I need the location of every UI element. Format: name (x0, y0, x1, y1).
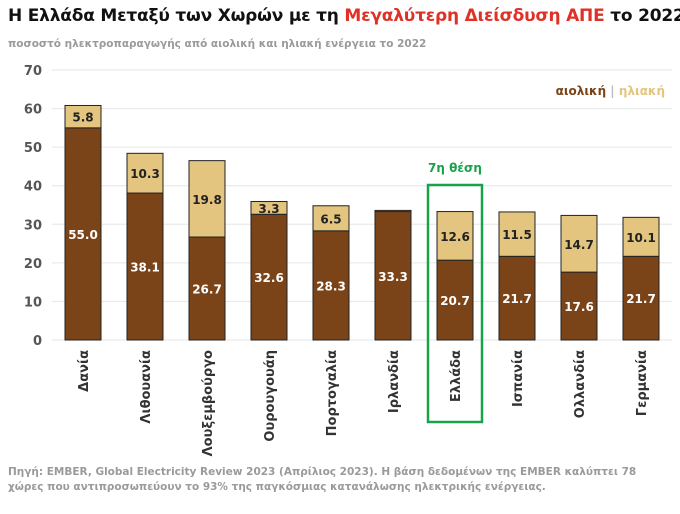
bar-solar (622, 216, 660, 257)
data-label-wind: 28.3 (316, 279, 346, 293)
legend-wind: αιολική (556, 84, 607, 98)
source-note: Πηγή: EMBER, Global Electricity Review 2… (8, 466, 637, 493)
data-label-solar: 19.8 (192, 193, 222, 207)
x-tick-label: Λουξεμβούργο (201, 350, 216, 456)
data-label-wind: 17.6 (564, 300, 594, 314)
data-label-solar: 6.5 (320, 212, 341, 226)
bar-solar (64, 104, 102, 129)
y-tick-label: 60 (24, 103, 42, 118)
data-label-solar: 5.8 (72, 111, 93, 125)
y-axis: 0 10 20 30 40 50 60 70 (24, 64, 42, 349)
bar-wind (436, 259, 474, 341)
bar-solar (250, 201, 288, 215)
bar-wind (498, 255, 536, 341)
title-part-1: Η Ελλάδα Μεταξύ των Χωρών με τη (8, 6, 345, 26)
bar-wind (560, 271, 598, 341)
bar-wind (64, 127, 102, 341)
data-label-solar: 14.7 (564, 238, 594, 252)
x-tick-label: Ισπανία (511, 350, 526, 407)
y-tick-label: 20 (24, 257, 42, 272)
chart-title: Η Ελλάδα Μεταξύ των Χωρών με τη Μεγαλύτε… (8, 6, 680, 26)
x-tick-label: Ελλάδα (449, 350, 464, 402)
y-tick-label: 30 (24, 218, 42, 233)
data-label-solar: 11.5 (502, 228, 532, 242)
bar-wind (188, 236, 226, 341)
bar-wind (250, 213, 288, 341)
highlight-box (426, 183, 484, 424)
x-tick-label: Πορτογαλία (325, 350, 340, 436)
data-label-wind: 32.6 (254, 271, 284, 285)
data-label-solar: 3.3 (258, 202, 279, 216)
data-label-wind: 20.7 (440, 294, 470, 308)
x-tick-label: Γερμανία (635, 350, 650, 416)
data-label-wind: 21.7 (502, 292, 532, 306)
legend-separator: | (606, 84, 619, 98)
data-label-wind: 21.7 (626, 292, 656, 306)
y-tick-label: 40 (24, 180, 42, 195)
bar-solar (188, 160, 226, 238)
bar-wind (622, 255, 660, 341)
x-tick-label: Δανία (77, 350, 92, 392)
bar-wind (126, 192, 164, 341)
y-tick-label: 10 (24, 295, 42, 310)
data-label-wind: 55.0 (68, 228, 98, 242)
title-highlight: Μεγαλύτερη Διείσδυση ΑΠΕ (344, 6, 605, 26)
bar-solar (374, 209, 412, 213)
bars: 55.0 5.8 38.1 10.3 26.7 19.8 32.6 3.3 28.3 6.5 33.… (64, 104, 660, 341)
title-part-2: το 2022 (604, 6, 680, 26)
bar-solar (126, 152, 164, 194)
x-tick-label: Λιθουανία (139, 350, 154, 424)
bar-solar (312, 205, 350, 232)
bar-solar (560, 214, 598, 273)
data-label-wind: 38.1 (130, 261, 160, 275)
x-tick-label: Ουρουγουάη (263, 350, 278, 442)
highlight-label: 7η θέση (428, 161, 482, 175)
chart-subtitle: ποσοστό ηλεκτροπαραγωγής από αιολική και… (8, 38, 427, 50)
x-tick-label: Ολλανδία (573, 350, 588, 418)
y-tick-label: 50 (24, 141, 42, 156)
data-label-wind: 33.3 (378, 270, 408, 284)
data-label-solar: 10.1 (626, 231, 656, 245)
x-axis: Δανία Λιθουανία Λουξεμβούργο Ουρουγουάη Πορτ… (77, 350, 650, 456)
x-tick-label: Ιρλανδία (387, 350, 402, 413)
stacked-bar-chart: 0 10 20 30 40 50 60 70 55.0 5.8 38.1 10.3 26.7 19.8 3… (24, 64, 672, 456)
legend: αιολική | ηλιακή (556, 84, 665, 98)
legend-solar: ηλιακή (619, 84, 665, 98)
data-label-solar: 12.6 (440, 230, 470, 244)
data-label-wind: 26.7 (192, 283, 222, 297)
bar-solar (436, 211, 474, 261)
bar-solar (498, 211, 536, 257)
data-label-solar: 10.3 (130, 167, 160, 181)
y-tick-label: 0 (33, 334, 42, 349)
y-tick-label: 70 (24, 64, 42, 79)
bar-wind (374, 211, 412, 341)
